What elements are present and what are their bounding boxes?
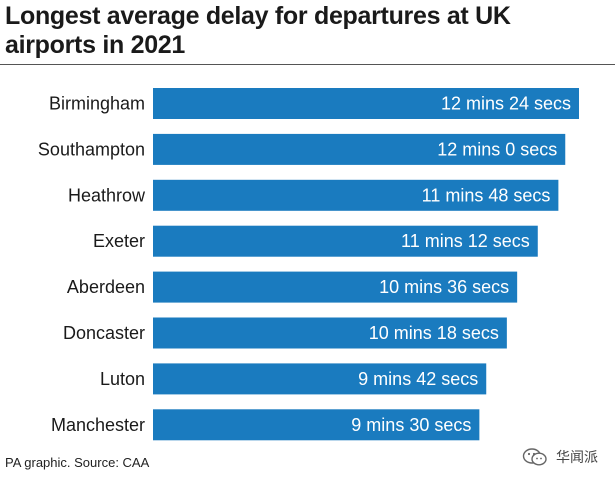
- category-label: Southampton: [38, 139, 145, 159]
- bar-luton: [153, 363, 487, 395]
- bar-exeter: [153, 225, 538, 257]
- bar-birmingham: [153, 88, 579, 119]
- bar-manchester: [153, 409, 480, 441]
- data-label: 9 mins 42 secs: [358, 369, 478, 389]
- watermark: 华闻派: [522, 447, 598, 467]
- data-label: 11 mins 48 secs: [422, 185, 551, 205]
- bar-chart: Birmingham 12 mins 24 secs Southampton 12 m…: [38, 88, 579, 441]
- data-label: 12 mins 24 secs: [441, 94, 571, 114]
- category-label: Exeter: [93, 231, 145, 251]
- data-label: 10 mins 18 secs: [369, 323, 499, 343]
- title-divider: [0, 64, 615, 65]
- chart-title: Longest average delay for departures at …: [5, 2, 511, 59]
- watermark-text: 华闻派: [556, 449, 598, 465]
- data-label: 11 mins 12 secs: [401, 231, 530, 251]
- category-label: Birmingham: [49, 94, 145, 114]
- bar-southampton: [153, 133, 566, 165]
- category-label: Aberdeen: [67, 277, 145, 297]
- data-label: 12 mins 0 secs: [437, 139, 557, 159]
- source-note: PA graphic. Source: CAA: [5, 455, 150, 470]
- bar-doncaster: [153, 317, 507, 349]
- category-label: Heathrow: [68, 185, 146, 205]
- category-label: Manchester: [51, 415, 145, 435]
- category-label: Luton: [100, 369, 145, 389]
- category-label: Doncaster: [63, 323, 145, 343]
- bar-heathrow: [153, 179, 559, 211]
- data-label: 9 mins 30 secs: [351, 415, 471, 435]
- wechat-icon: [522, 448, 547, 466]
- bar-aberdeen: [153, 271, 518, 303]
- data-label: 10 mins 36 secs: [379, 277, 509, 297]
